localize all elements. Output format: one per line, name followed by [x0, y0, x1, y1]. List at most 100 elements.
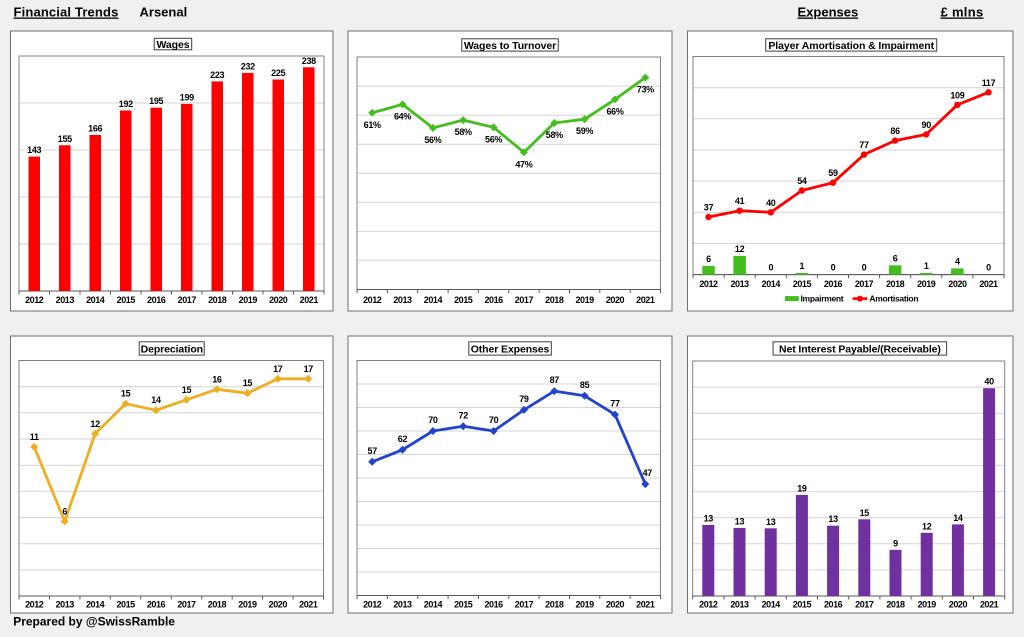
- svg-text:2020: 2020: [606, 295, 625, 305]
- svg-text:6: 6: [62, 506, 67, 516]
- svg-text:41: 41: [735, 196, 745, 206]
- svg-text:2018: 2018: [545, 295, 564, 305]
- svg-text:58%: 58%: [455, 127, 472, 137]
- svg-text:64%: 64%: [394, 111, 411, 121]
- svg-text:2013: 2013: [393, 600, 412, 610]
- svg-text:Arsenal: Arsenal: [140, 5, 188, 20]
- svg-text:109: 109: [950, 90, 964, 100]
- svg-text:2015: 2015: [116, 600, 135, 610]
- svg-text:2016: 2016: [147, 600, 166, 610]
- svg-text:2020: 2020: [269, 600, 288, 610]
- svg-text:87: 87: [550, 375, 560, 385]
- svg-text:47: 47: [643, 468, 653, 478]
- svg-text:2014: 2014: [424, 600, 443, 610]
- svg-text:2014: 2014: [86, 600, 105, 610]
- svg-text:2014: 2014: [762, 279, 781, 289]
- svg-text:Depreciation: Depreciation: [141, 343, 203, 355]
- svg-text:2012: 2012: [363, 600, 382, 610]
- svg-text:79: 79: [519, 394, 529, 404]
- svg-text:2017: 2017: [515, 600, 534, 610]
- svg-text:37: 37: [704, 203, 714, 213]
- svg-text:2016: 2016: [147, 295, 166, 305]
- svg-text:4: 4: [955, 257, 960, 267]
- svg-text:19: 19: [797, 483, 807, 493]
- svg-text:12: 12: [922, 521, 932, 531]
- svg-text:2017: 2017: [178, 295, 197, 305]
- svg-text:2016: 2016: [484, 295, 503, 305]
- svg-text:2019: 2019: [575, 295, 594, 305]
- svg-text:90: 90: [921, 120, 931, 130]
- svg-text:2017: 2017: [855, 279, 874, 289]
- svg-text:15: 15: [243, 378, 253, 388]
- svg-text:2015: 2015: [793, 279, 812, 289]
- svg-text:47%: 47%: [515, 159, 532, 169]
- svg-text:17: 17: [273, 364, 283, 374]
- svg-text:2016: 2016: [484, 600, 503, 610]
- svg-text:Financial Trends: Financial Trends: [14, 5, 119, 20]
- svg-text:2013: 2013: [393, 295, 412, 305]
- svg-text:2019: 2019: [917, 279, 936, 289]
- svg-text:14: 14: [953, 513, 963, 523]
- svg-text:Impairment: Impairment: [801, 294, 844, 304]
- svg-text:2015: 2015: [117, 295, 136, 305]
- svg-text:16: 16: [212, 374, 222, 384]
- svg-text:15: 15: [182, 385, 192, 395]
- svg-text:2012: 2012: [699, 279, 718, 289]
- svg-text:2013: 2013: [56, 600, 75, 610]
- svg-text:2015: 2015: [454, 295, 473, 305]
- svg-text:13: 13: [766, 517, 776, 527]
- svg-text:77: 77: [610, 399, 620, 409]
- svg-text:Other Expenses: Other Expenses: [471, 343, 550, 355]
- svg-text:17: 17: [304, 364, 314, 374]
- svg-text:Wages: Wages: [157, 39, 190, 51]
- svg-text:225: 225: [271, 68, 285, 78]
- svg-text:2021: 2021: [979, 279, 998, 289]
- svg-text:195: 195: [149, 96, 163, 106]
- svg-text:56%: 56%: [424, 135, 441, 145]
- svg-text:2017: 2017: [855, 600, 874, 610]
- svg-text:2019: 2019: [238, 600, 257, 610]
- svg-text:Prepared by @SwissRamble: Prepared by @SwissRamble: [13, 614, 175, 628]
- svg-text:2019: 2019: [918, 600, 937, 610]
- svg-text:2021: 2021: [299, 600, 318, 610]
- svg-text:2018: 2018: [208, 295, 227, 305]
- svg-text:Expenses: Expenses: [798, 5, 859, 20]
- svg-text:59: 59: [828, 168, 838, 178]
- svg-text:57: 57: [367, 446, 377, 456]
- svg-text:40: 40: [766, 198, 776, 208]
- svg-text:86: 86: [890, 126, 900, 136]
- svg-text:1: 1: [800, 261, 805, 271]
- svg-text:62: 62: [398, 434, 408, 444]
- svg-text:72: 72: [458, 410, 468, 420]
- svg-text:0: 0: [768, 263, 773, 273]
- svg-text:2012: 2012: [699, 600, 718, 610]
- svg-text:13: 13: [828, 514, 838, 524]
- svg-text:2020: 2020: [949, 600, 968, 610]
- svg-text:2013: 2013: [56, 295, 75, 305]
- svg-text:238: 238: [302, 56, 316, 66]
- svg-text:2019: 2019: [239, 295, 258, 305]
- svg-text:2017: 2017: [177, 600, 196, 610]
- svg-text:192: 192: [119, 99, 133, 109]
- svg-text:2013: 2013: [730, 600, 749, 610]
- svg-text:70: 70: [428, 415, 438, 425]
- svg-text:155: 155: [58, 134, 72, 144]
- svg-text:Amortisation: Amortisation: [869, 294, 918, 304]
- svg-text:2012: 2012: [25, 600, 44, 610]
- svg-text:2018: 2018: [886, 279, 905, 289]
- svg-text:199: 199: [180, 92, 194, 102]
- svg-text:12: 12: [735, 244, 745, 254]
- svg-text:0: 0: [831, 263, 836, 273]
- svg-text:2018: 2018: [208, 600, 227, 610]
- svg-text:15: 15: [860, 508, 870, 518]
- svg-text:2021: 2021: [636, 600, 655, 610]
- svg-text:0: 0: [986, 263, 991, 273]
- svg-text:2014: 2014: [86, 295, 105, 305]
- svg-text:40: 40: [984, 377, 994, 387]
- svg-text:2020: 2020: [948, 279, 967, 289]
- svg-text:2021: 2021: [300, 295, 319, 305]
- svg-text:2020: 2020: [269, 295, 288, 305]
- svg-text:166: 166: [88, 124, 102, 134]
- svg-text:66%: 66%: [606, 106, 623, 116]
- svg-text:13: 13: [704, 514, 714, 524]
